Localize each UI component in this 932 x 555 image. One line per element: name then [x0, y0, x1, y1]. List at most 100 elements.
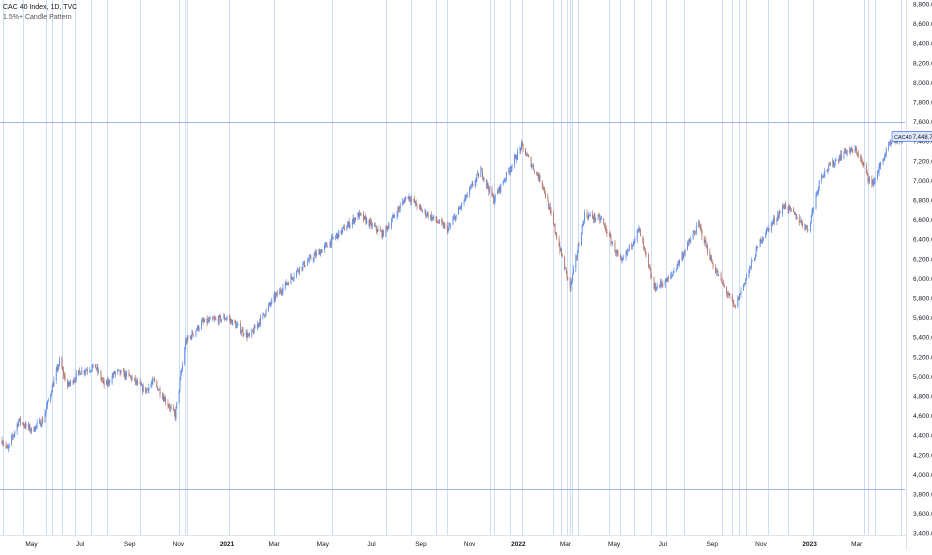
candle [402, 197, 404, 206]
candle-body [347, 221, 349, 225]
candle-body [701, 229, 703, 237]
candle-body [521, 142, 523, 145]
candle [756, 246, 758, 252]
candle-body [805, 226, 807, 229]
candle-body [710, 256, 712, 261]
candle [130, 375, 132, 383]
candle-body [268, 305, 269, 310]
candle-body [243, 334, 245, 336]
candle [856, 146, 858, 156]
candle-body [91, 366, 93, 371]
candle [771, 222, 773, 227]
candle-body [754, 256, 756, 259]
candle-body [184, 348, 186, 365]
candle [304, 265, 306, 267]
candle [868, 177, 870, 185]
candle [307, 257, 309, 267]
candle [224, 313, 226, 322]
candle-body [75, 373, 77, 380]
candle-body [782, 206, 784, 208]
candle-body [505, 172, 507, 179]
candle [660, 278, 662, 288]
candle [531, 163, 533, 170]
candle [265, 308, 267, 316]
candle [888, 141, 890, 146]
candle [862, 161, 864, 169]
candle-body [757, 246, 759, 248]
candle-body [218, 315, 220, 323]
candle-body [857, 153, 859, 157]
candle [53, 376, 55, 387]
candle-body [571, 280, 573, 282]
candle-body [826, 170, 828, 171]
candle-body [801, 220, 803, 223]
candle [537, 172, 539, 182]
candle [471, 181, 473, 187]
candle-body [770, 223, 772, 231]
candle-body [22, 422, 24, 424]
candle [170, 403, 172, 411]
candle-body [464, 198, 466, 202]
candle [308, 254, 310, 264]
candle-body [586, 212, 588, 217]
candle-body [11, 436, 13, 438]
candle-body [816, 192, 818, 196]
candle [58, 364, 60, 371]
candle-body [661, 284, 663, 285]
candle [687, 240, 688, 251]
candle-body [632, 243, 634, 245]
candle [481, 167, 483, 171]
candle-body [335, 235, 337, 237]
candle-body [441, 219, 443, 223]
candle-body [348, 221, 350, 228]
candle-body [667, 277, 669, 279]
candle [329, 238, 331, 249]
candle [455, 214, 457, 221]
candle [477, 169, 479, 176]
candle-body [789, 205, 791, 207]
candle-body [777, 214, 779, 219]
candle [493, 193, 495, 205]
candle-body [750, 261, 752, 267]
candle-body [353, 217, 355, 223]
candle [732, 299, 734, 307]
candle [363, 211, 364, 223]
y-tick-label: 5,200.00 [913, 354, 932, 361]
candle-body [558, 238, 560, 246]
candle-body [625, 251, 627, 258]
candle-body [888, 142, 890, 145]
candle-body [214, 318, 216, 320]
candle [502, 180, 504, 186]
candle [225, 318, 226, 320]
candle [84, 369, 86, 377]
candle-body [56, 366, 58, 371]
candle [223, 313, 225, 320]
candle-body [292, 277, 293, 279]
candle-body [514, 155, 516, 157]
candle-body [368, 219, 370, 227]
candle [413, 198, 415, 203]
candle-body [387, 226, 389, 230]
candle-body [14, 431, 16, 435]
candle-body [582, 222, 584, 226]
x-tick-label: Nov [464, 541, 476, 548]
candle-body [381, 231, 383, 237]
candle [799, 221, 801, 224]
candle [371, 218, 372, 230]
candle-body [228, 317, 230, 319]
candle-body [715, 267, 716, 273]
candle [303, 261, 305, 266]
candle [285, 279, 287, 286]
candle [503, 178, 505, 183]
candle [840, 150, 842, 161]
candle-body [430, 214, 432, 218]
candle-body [191, 332, 193, 339]
candle-body [537, 173, 538, 176]
candle [605, 225, 607, 234]
candle-body [408, 196, 410, 199]
candle-body [363, 214, 364, 220]
candle [711, 254, 712, 263]
candle-body [325, 243, 327, 245]
candle [553, 223, 555, 227]
